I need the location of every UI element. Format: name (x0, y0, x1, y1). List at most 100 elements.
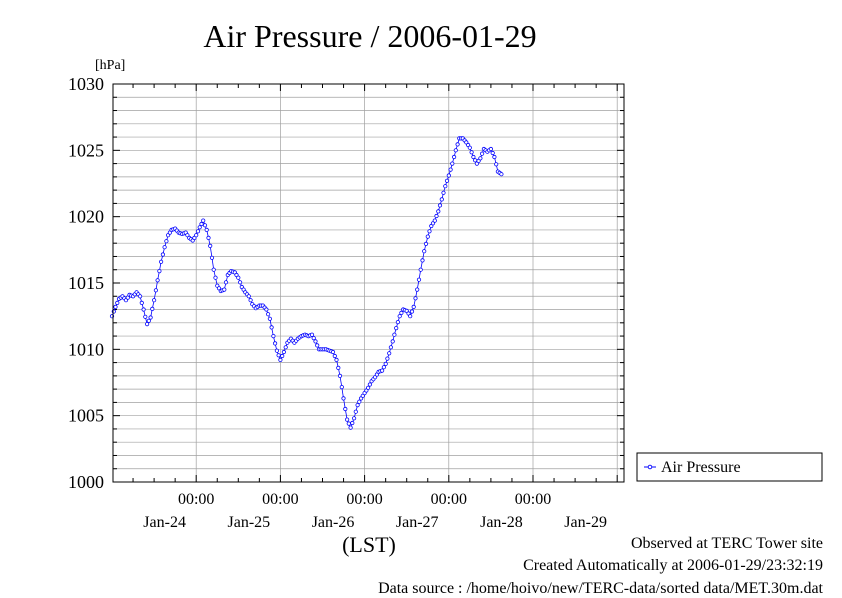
data-point (494, 162, 499, 167)
data-point (390, 339, 395, 344)
data-point (153, 288, 158, 293)
data-point (162, 245, 167, 250)
footer-source: Data source : /home/hoivo/new/TERC-data/… (378, 580, 823, 597)
data-point (150, 306, 155, 311)
data-point (197, 225, 202, 230)
footer-observed: Observed at TERC Tower site (630, 535, 823, 552)
data-point (434, 213, 439, 219)
x-tick-date-label: Jan-29 (564, 514, 607, 531)
data-point (499, 172, 504, 177)
x-axis-ticks: 00:00 00:00 00:00 00:00 00:00 Jan-24 Jan-25 Jan… (132, 84, 618, 531)
data-point (113, 304, 118, 309)
data-point (395, 319, 400, 325)
data-point (490, 150, 495, 156)
data-point (367, 382, 372, 387)
data-point (155, 278, 160, 283)
y-axis-ticks: 1000 1005 1010 1015 1020 1025 1030 (68, 74, 624, 492)
data-point (143, 314, 148, 319)
data-point (469, 150, 474, 155)
data-point (246, 294, 251, 299)
data-point (392, 332, 397, 337)
data-point (478, 156, 483, 161)
data-point (381, 365, 386, 370)
data-point (339, 384, 344, 390)
data-point (283, 345, 288, 350)
data-point (413, 296, 418, 301)
data-point (343, 406, 348, 412)
data-point (208, 243, 213, 248)
data-point (341, 396, 346, 401)
data-point (152, 298, 157, 303)
data-point (311, 335, 316, 341)
data-point (350, 420, 355, 426)
data-point (420, 258, 425, 263)
data-point (379, 368, 385, 373)
data-point (194, 233, 199, 238)
data-point (344, 417, 350, 422)
data-point (427, 229, 432, 234)
x-tick-time-label: 00:00 (262, 491, 298, 508)
data-point (388, 345, 393, 350)
data-point (418, 267, 423, 272)
x-tick-date-label: Jan-28 (480, 514, 523, 531)
data-point (334, 357, 339, 362)
data-point (267, 316, 272, 321)
x-tick-time-label: 00:00 (515, 491, 551, 508)
y-axis-unit-label: [hPa] (95, 58, 125, 73)
data-point (383, 361, 388, 366)
data-point (365, 385, 371, 390)
data-point (330, 349, 336, 355)
y-tick-label: 1005 (68, 406, 104, 426)
data-point (399, 310, 404, 315)
data-point (387, 351, 392, 356)
data-point (157, 268, 162, 274)
data-point (164, 239, 169, 244)
data-point (472, 158, 478, 163)
data-point (280, 353, 285, 359)
x-tick-date-label: Jan-24 (143, 514, 186, 531)
data-point (160, 252, 165, 257)
y-tick-label: 1025 (68, 140, 104, 160)
data-point (146, 318, 151, 323)
data-point (209, 255, 215, 260)
data-point (313, 339, 318, 344)
data-point (202, 223, 208, 228)
data-point (276, 353, 281, 358)
data-point (336, 365, 341, 370)
data-point (204, 227, 209, 232)
data-point (332, 353, 337, 359)
y-tick-label: 1030 (68, 74, 104, 94)
x-tick-time-label: 00:00 (346, 491, 382, 508)
x-tick-time-label: 00:00 (178, 491, 214, 508)
data-point (443, 184, 448, 189)
data-point (353, 409, 358, 414)
data-point (337, 373, 343, 378)
data-point (455, 142, 460, 147)
data-point (441, 190, 446, 195)
data-point (448, 167, 453, 172)
data-point (138, 294, 143, 299)
data-point (213, 275, 218, 280)
data-point (141, 307, 146, 312)
data-point (206, 235, 211, 240)
data-point (409, 309, 415, 314)
data-point (265, 312, 271, 317)
air-pressure-series-points (109, 136, 504, 430)
y-tick-label: 1015 (68, 273, 104, 293)
data-point (394, 325, 399, 331)
data-point (223, 280, 229, 285)
footer-created: Created Automatically at 2006-01-29/23:3… (523, 557, 823, 574)
data-point (397, 314, 402, 319)
data-point (422, 249, 427, 254)
data-point (355, 402, 360, 408)
data-point (148, 315, 153, 320)
y-tick-label: 1020 (68, 207, 104, 227)
data-point (145, 321, 150, 327)
data-point (411, 304, 416, 309)
data-point (467, 145, 472, 150)
data-point (271, 333, 276, 339)
data-point (437, 203, 443, 208)
data-point (159, 259, 164, 264)
data-point (139, 300, 144, 305)
